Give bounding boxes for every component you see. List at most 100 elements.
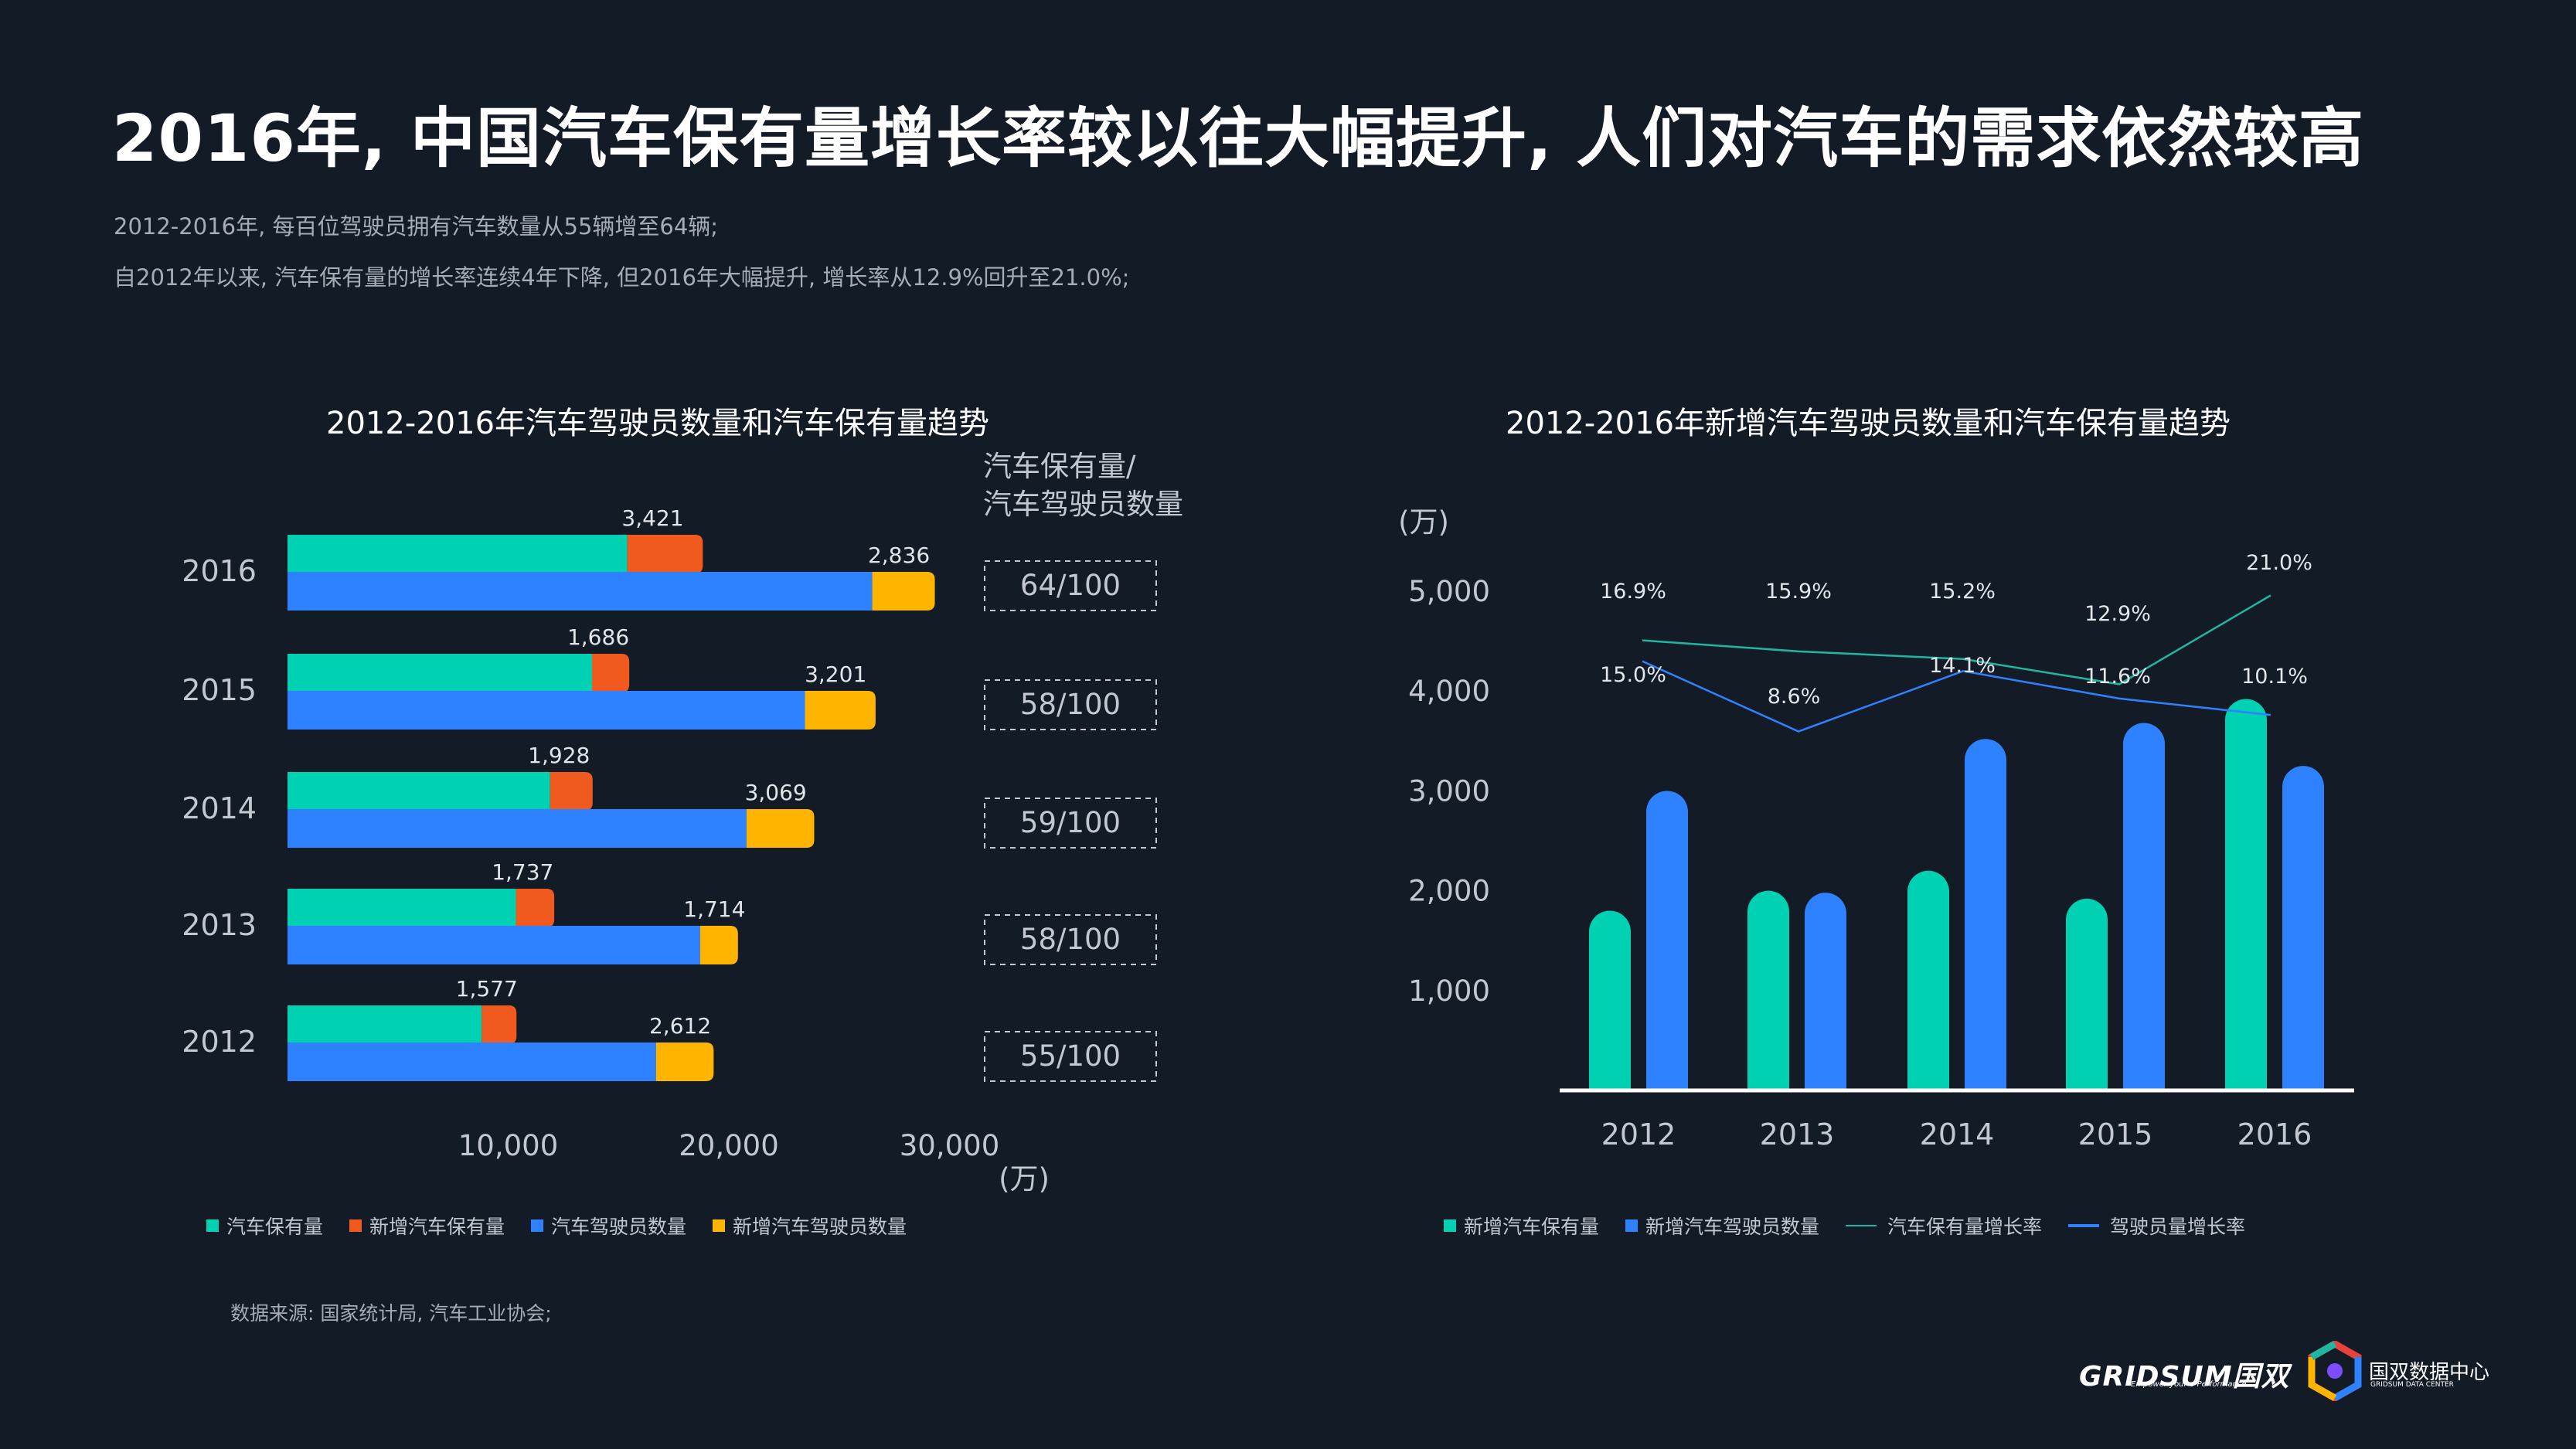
bar-new-car-stock xyxy=(2066,898,2108,1090)
bar-new-car-stock xyxy=(1589,910,1631,1090)
legend-item: 汽车驾驶员数量 xyxy=(531,1212,686,1240)
right-chart-legend: 新增汽车保有量 新增汽车驾驶员数量 汽车保有量增长率 驾驶员量增长率 xyxy=(1444,1212,2271,1240)
new-drivers-value-label: 2,836 xyxy=(868,543,930,568)
legend-label: 新增汽车保有量 xyxy=(1464,1216,1600,1238)
right-chart-title: 2012-2016年新增汽车驾驶员数量和汽车保有量趋势 xyxy=(1506,406,2231,441)
bar-new-drivers xyxy=(805,691,876,730)
ratio-box xyxy=(984,1031,1157,1082)
left-chart-title: 2012-2016年汽车驾驶员数量和汽车保有量趋势 xyxy=(326,406,990,441)
legend-item: 新增汽车保有量 xyxy=(1444,1212,1599,1240)
bar-drivers xyxy=(288,809,747,848)
legend-line xyxy=(2068,1224,2100,1227)
new-car-value-label: 1,577 xyxy=(456,976,518,1002)
legend-swatch xyxy=(349,1219,362,1232)
y-tick-label: 2,000 xyxy=(1408,875,1490,908)
car-rate-label: 16.9% xyxy=(1600,580,1666,604)
ratio-box xyxy=(984,560,1157,611)
drivers-rate-label: 8.6% xyxy=(1768,685,1821,709)
bar-new-car xyxy=(482,1005,517,1044)
bar-new-drivers xyxy=(1805,893,1846,1090)
legend-item: 新增汽车驾驶员数量 xyxy=(1625,1212,1819,1240)
bar-new-drivers xyxy=(1965,739,2006,1090)
legend-label: 新增汽车驾驶员数量 xyxy=(1645,1216,1820,1238)
bar-new-car xyxy=(550,772,593,811)
page-title: 2016年, 中国汽车保有量增长率较以往大幅提升, 人们对汽车的需求依然较高 xyxy=(112,100,2365,176)
x-tick-label: 2016 xyxy=(2237,1117,2312,1151)
legend-label: 汽车保有量 xyxy=(226,1216,324,1238)
new-drivers-value-label: 3,069 xyxy=(745,780,807,805)
bar-new-car xyxy=(627,535,703,573)
ratio-box xyxy=(984,679,1157,730)
bar-new-car-stock xyxy=(2225,699,2267,1090)
bar-car-stock xyxy=(288,889,516,927)
legend-swatch xyxy=(206,1219,219,1232)
data-center-tagline: GRIDSUM DATA CENTER xyxy=(2370,1381,2454,1389)
year-label: 2016 xyxy=(182,554,257,588)
ratio-box xyxy=(984,798,1157,849)
new-car-value-label: 1,737 xyxy=(492,859,553,885)
legend-label: 新增汽车保有量 xyxy=(369,1216,505,1238)
bar-drivers xyxy=(288,926,700,964)
year-label: 2014 xyxy=(182,791,257,825)
legend-item: 新增汽车驾驶员数量 xyxy=(713,1212,907,1240)
new-drivers-value-label: 3,201 xyxy=(805,662,866,687)
year-label: 2013 xyxy=(182,908,257,942)
bar-new-car xyxy=(591,654,630,692)
y-tick-label: 3,000 xyxy=(1408,774,1490,808)
ratio-label: 55/100 xyxy=(1020,1039,1121,1073)
new-drivers-value-label: 2,612 xyxy=(649,1013,711,1039)
y-tick-label: 1,000 xyxy=(1408,975,1490,1008)
ratio-header-line: 汽车驾驶员数量 xyxy=(983,488,1183,521)
x-tick-label: 20,000 xyxy=(679,1129,778,1162)
x-tick-label: 2013 xyxy=(1760,1117,1835,1151)
legend-item: 汽车保有量 xyxy=(206,1212,323,1240)
legend-item: 驾驶员量增长率 xyxy=(2068,1212,2245,1240)
ratio-box xyxy=(984,914,1157,965)
legend-line xyxy=(1846,1225,1877,1226)
drivers-rate-label: 14.1% xyxy=(1929,654,1996,678)
x-tick-label: 2014 xyxy=(1920,1117,1995,1151)
bar-drivers xyxy=(288,691,805,730)
line-drivers-growth-rate xyxy=(1642,660,2271,733)
bar-new-drivers xyxy=(1646,791,1688,1090)
gridsum-logo: GRIDSUM国双 xyxy=(2079,1361,2290,1393)
legend-item: 汽车保有量增长率 xyxy=(1846,1212,2042,1240)
new-car-value-label: 1,686 xyxy=(567,624,629,650)
drivers-rate-label: 15.0% xyxy=(1600,663,1666,687)
x-axis-unit: (万) xyxy=(999,1162,1050,1196)
x-tick-label: 2015 xyxy=(2078,1117,2153,1151)
ratio-label: 64/100 xyxy=(1020,569,1121,602)
gridsum-tagline: Empower your e-Performance xyxy=(2131,1380,2247,1389)
car-rate-label: 15.2% xyxy=(1929,580,1996,604)
bar-new-car xyxy=(516,889,555,927)
subtitle-1: 2012-2016年, 每百位驾驶员拥有汽车数量从55辆增至64辆; xyxy=(114,213,719,240)
y-tick-label: 4,000 xyxy=(1408,675,1490,708)
legend-item: 新增汽车保有量 xyxy=(349,1212,505,1240)
x-tick-label: 10,000 xyxy=(458,1129,558,1162)
drivers-rate-label: 10.1% xyxy=(2241,665,2308,689)
bar-new-drivers xyxy=(746,809,815,848)
bar-new-car-stock xyxy=(1747,890,1789,1090)
legend-swatch xyxy=(713,1219,726,1232)
ratio-header-line: 汽车保有量/ xyxy=(983,450,1136,483)
data-source: 数据来源: 国家统计局, 汽车工业协会; xyxy=(230,1302,552,1325)
new-drivers-value-label: 1,714 xyxy=(683,896,745,922)
left-chart: 2016 3,421 2,836 64/100 2015 1,686 3,201 58/100… xyxy=(182,450,1183,1196)
legend-label: 新增汽车驾驶员数量 xyxy=(733,1216,907,1238)
legend-label: 汽车驾驶员数量 xyxy=(551,1216,687,1238)
legend-swatch xyxy=(1625,1219,1638,1232)
legend-label: 驾驶员量增长率 xyxy=(2110,1216,2246,1238)
legend-label: 汽车保有量增长率 xyxy=(1887,1216,2043,1238)
car-rate-label: 15.9% xyxy=(1765,580,1832,604)
ratio-label: 59/100 xyxy=(1020,806,1121,839)
x-tick-label: 30,000 xyxy=(900,1129,999,1162)
bar-drivers xyxy=(288,1043,656,1081)
bar-car-stock xyxy=(288,1005,482,1044)
data-center-name: 国双数据中心 xyxy=(2369,1361,2490,1384)
x-tick-label: 2012 xyxy=(1601,1117,1676,1151)
car-rate-label: 21.0% xyxy=(2246,551,2312,575)
year-label: 2015 xyxy=(182,673,257,707)
left-chart-legend: 汽车保有量 新增汽车保有量 汽车驾驶员数量 新增汽车驾驶员数量 xyxy=(206,1212,933,1240)
right-chart: (万) 1,000 2,000 3,000 4,000 5,000 2012 2013 2014… xyxy=(1398,505,2354,1151)
bar-new-car-stock xyxy=(1907,870,1949,1090)
